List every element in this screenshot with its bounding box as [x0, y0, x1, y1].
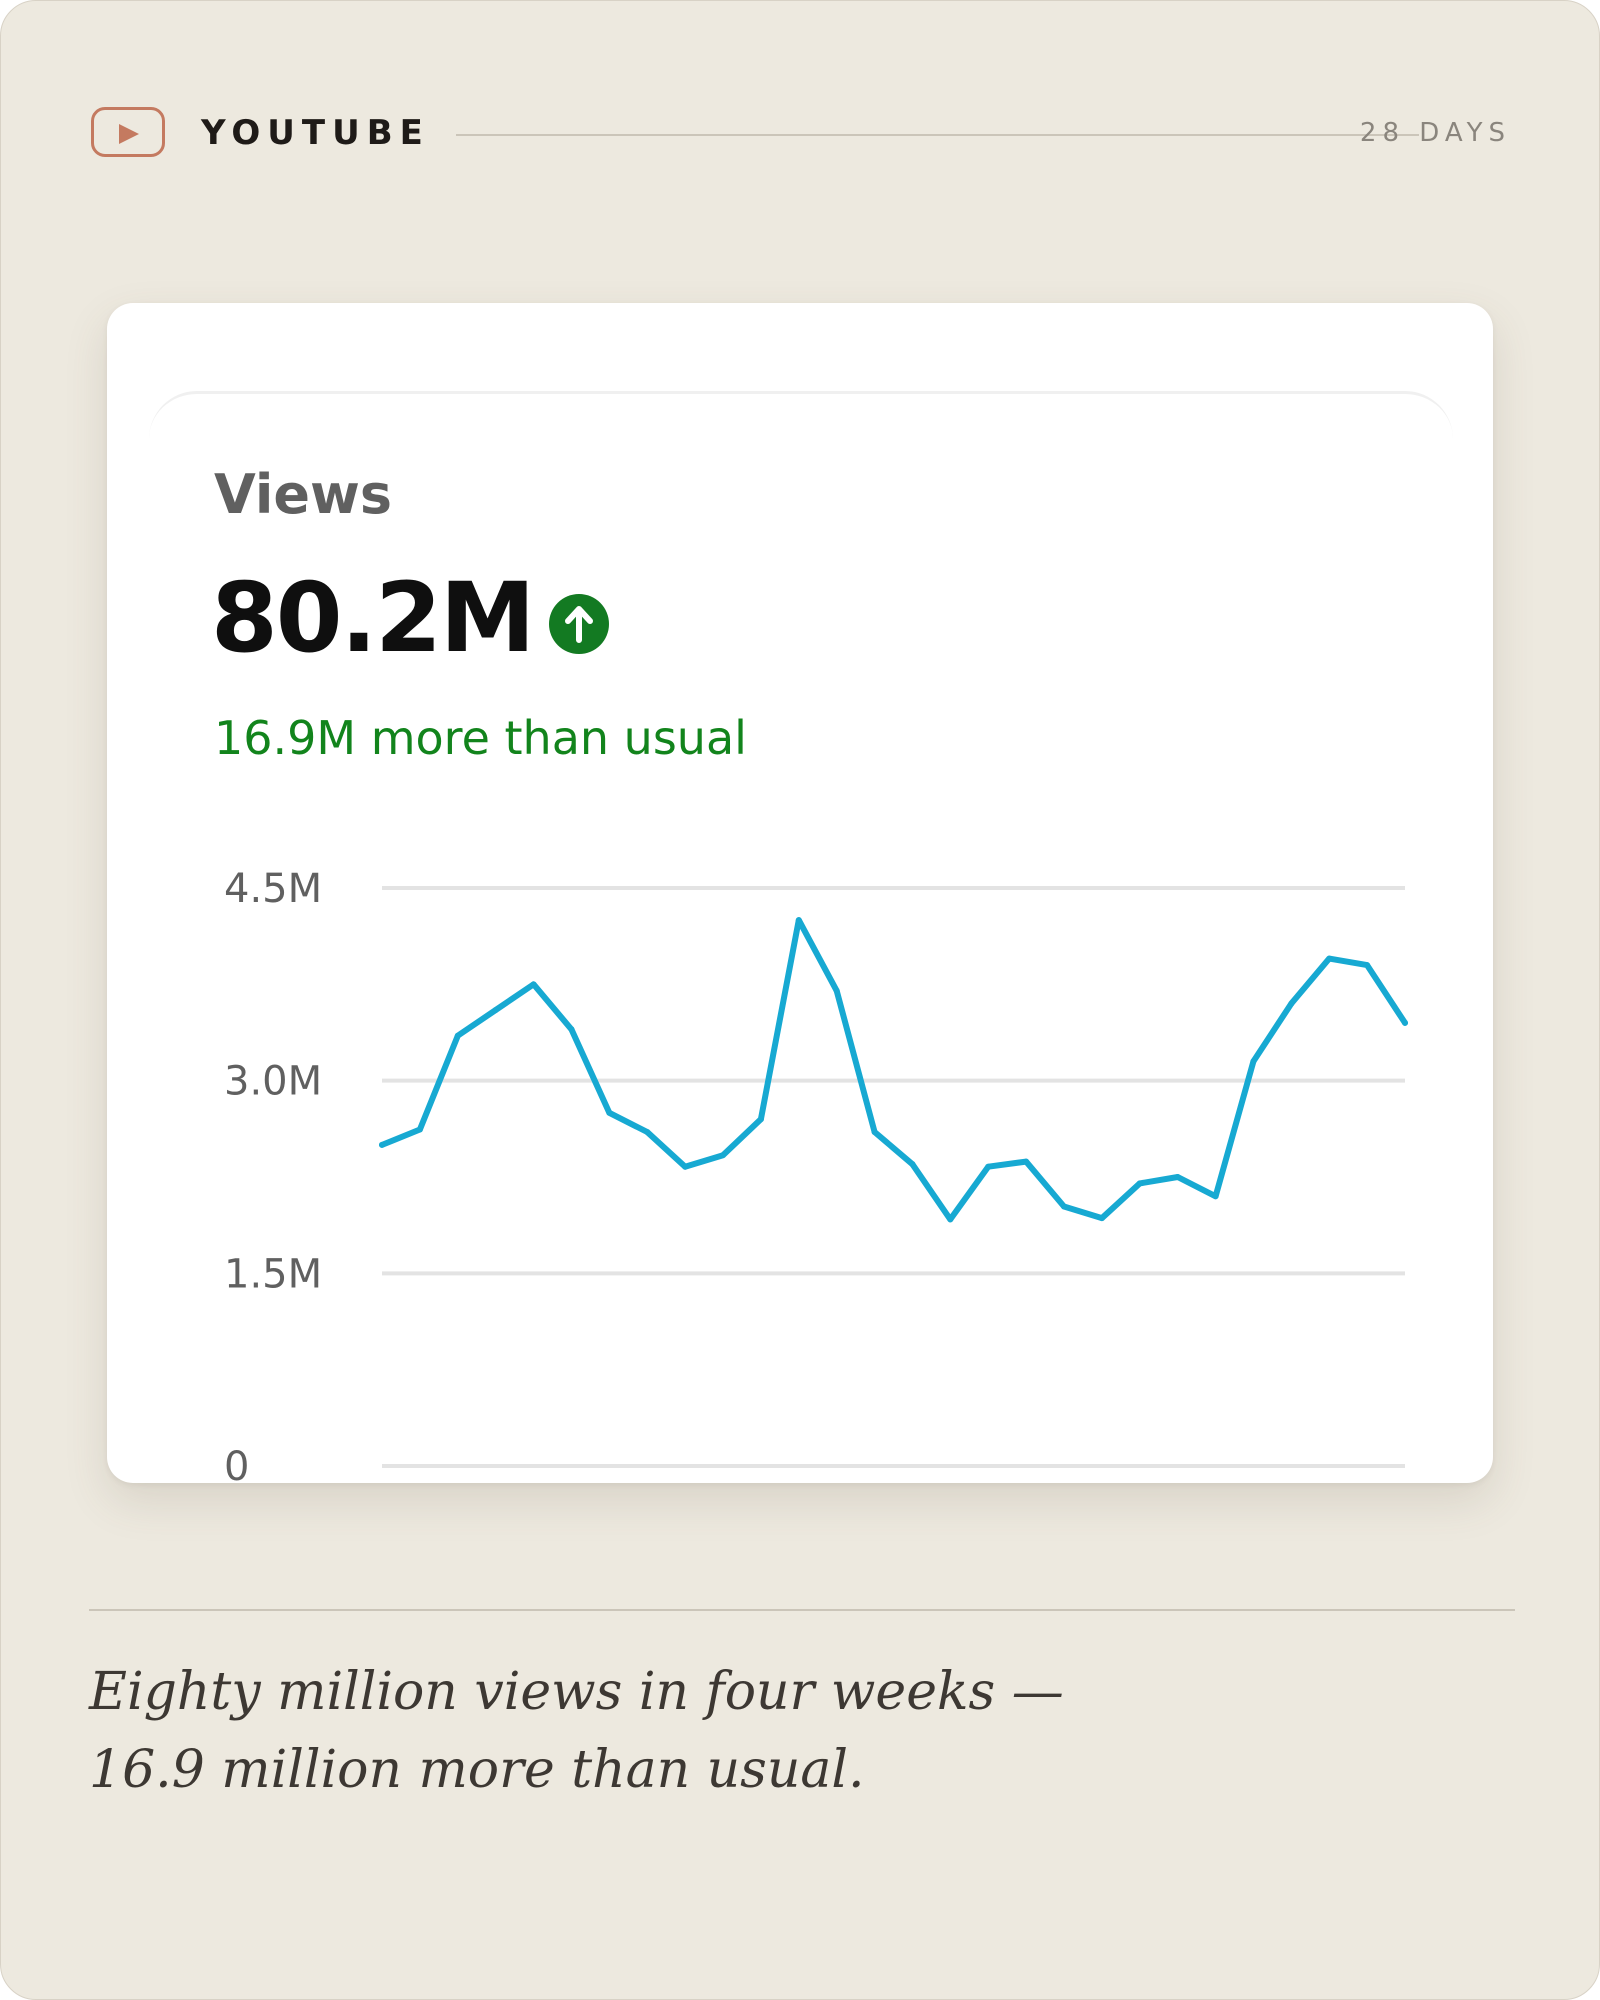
data-point: [1288, 1000, 1295, 1007]
data-point: [379, 1141, 385, 1148]
period-label: 28 DAYS: [1359, 118, 1511, 148]
y-tick-label: 0: [224, 1444, 249, 1483]
data-point: [720, 1152, 726, 1159]
data-point: [568, 1026, 575, 1033]
metric-value: 80.2M: [211, 562, 535, 674]
data-point: [1023, 1158, 1030, 1165]
data-point: [1402, 1019, 1408, 1026]
metric-title: Views: [214, 463, 393, 526]
caption: Eighty million views in four weeks — 16.…: [89, 1653, 1189, 1809]
platform-label: YOUTUBE: [201, 113, 430, 153]
data-point: [947, 1216, 954, 1223]
data-point: [1364, 962, 1371, 969]
caption-line-2: 16.9 million more than usual.: [89, 1740, 865, 1800]
data-point: [1174, 1174, 1181, 1180]
views-line-chart: 4.5M3.0M1.5M0Jul 22Aug 18: [224, 866, 1408, 1483]
analytics-screenshot-panel: Views 80.2M 16.9M more than usual 4.5M 3.…: [107, 303, 1493, 1483]
data-point: [454, 1032, 461, 1039]
data-point: [1326, 955, 1333, 962]
y-tick-label: 4.5M: [224, 866, 322, 912]
header-divider: [456, 134, 1419, 136]
data-point: [1061, 1203, 1067, 1210]
data-point: [644, 1129, 651, 1136]
data-point: [985, 1163, 992, 1170]
data-point: [795, 917, 802, 924]
data-point: [757, 1116, 764, 1123]
analytics-inner-card: [149, 391, 1453, 1444]
youtube-play-icon: [91, 107, 165, 157]
arrow-up-circle-icon: [549, 594, 609, 654]
y-tick-label: 1.5M: [224, 1251, 322, 1297]
data-point: [606, 1109, 613, 1116]
data-point: [492, 1007, 499, 1014]
data-point: [871, 1129, 878, 1136]
data-point: [530, 981, 537, 988]
delta-text: 16.9M more than usual: [214, 711, 747, 765]
y-tick-label: 3.0M: [224, 1059, 322, 1105]
data-point: [909, 1161, 916, 1168]
caption-divider: [89, 1609, 1515, 1611]
data-point: [1136, 1180, 1143, 1187]
data-point: [1250, 1058, 1257, 1065]
data-point: [1098, 1215, 1105, 1222]
card-header: YOUTUBE 28 DAYS: [91, 107, 1511, 163]
views-series-line: [379, 917, 1408, 1223]
data-point: [1212, 1193, 1219, 1200]
caption-line-1: Eighty million views in four weeks —: [89, 1662, 1064, 1722]
data-point: [833, 987, 840, 994]
data-point: [682, 1163, 689, 1170]
data-point: [416, 1126, 423, 1133]
